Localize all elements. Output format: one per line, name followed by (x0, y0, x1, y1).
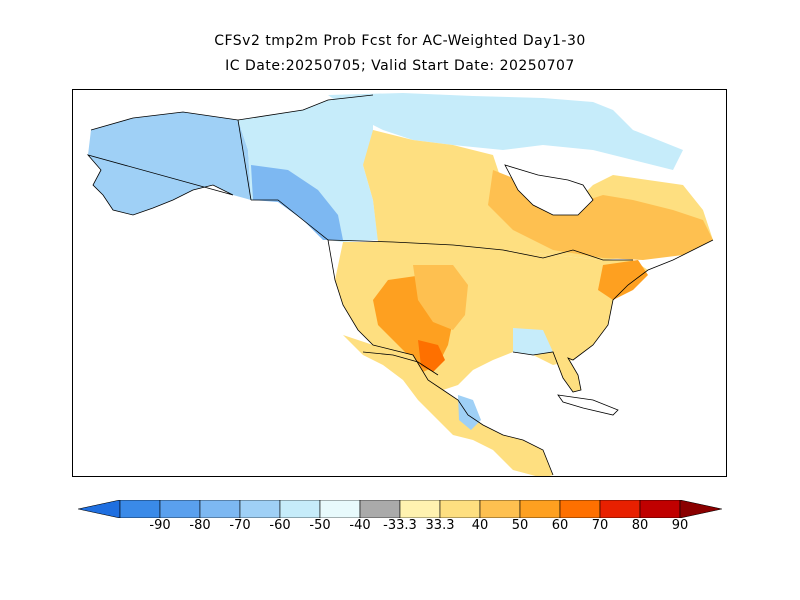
color-bar-high-arrow (679, 500, 722, 518)
mexico-region (343, 335, 553, 476)
map-title: CFSv2 tmp2m Prob Fcst for AC-Weighted Da… (214, 33, 586, 49)
map-subtitle: IC Date:20250705; Valid Start Date: 2025… (225, 58, 575, 74)
color-bar-segment (479, 500, 521, 518)
great-plains-warm (413, 265, 468, 330)
texas-hot (418, 340, 445, 372)
color-bar-segment (599, 500, 641, 518)
color-bar-label: 33.3 (425, 518, 455, 533)
color-bar-segment (359, 500, 401, 518)
color-bar-segment (279, 500, 321, 518)
cuba-outline (557, 394, 619, 416)
color-bar-segment (439, 500, 481, 518)
color-bar-label: -80 (189, 518, 211, 533)
color-bar-label: 80 (631, 518, 649, 533)
forecast-map (72, 89, 727, 477)
color-bar-segment (239, 500, 281, 518)
color-bar-segment (519, 500, 561, 518)
color-bar-label: -50 (309, 518, 331, 533)
color-bar-labels: -90 -80 -70 -60 -50 -40 -33.3 33.3 40 50 60 70 80 90 (0, 518, 800, 538)
mexico-cold-spot (458, 395, 481, 430)
north-america-map (86, 93, 714, 476)
color-bar-label: -33.3 (383, 518, 417, 533)
western-canada-region (238, 95, 378, 242)
alaska-region (88, 112, 251, 215)
color-bar-label: -90 (149, 518, 171, 533)
color-bar-segment (199, 500, 241, 518)
florida (553, 355, 581, 392)
color-bar-segment (119, 500, 161, 518)
southeast-light (513, 328, 553, 355)
color-bar-label: 50 (511, 518, 529, 533)
hudson-bay (505, 165, 593, 215)
bc-cold-region (251, 165, 343, 240)
color-bar-segment (319, 500, 361, 518)
color-bar-label: -70 (229, 518, 251, 533)
color-bar-segment (399, 500, 441, 518)
color-bar-label: -40 (349, 518, 371, 533)
northeast-hot (598, 260, 648, 300)
color-bar-segment (639, 500, 681, 518)
alaska-border (237, 119, 252, 201)
color-bar-segment (559, 500, 601, 518)
color-bar-label: 70 (591, 518, 609, 533)
hudson-bay-outline (504, 164, 594, 216)
color-bar-label: -60 (269, 518, 291, 533)
us-canada-border (327, 239, 633, 261)
arctic-islands (328, 93, 683, 170)
us-mexico-border (362, 351, 439, 376)
cuba (558, 395, 618, 415)
color-bar-label: 40 (471, 518, 489, 533)
color-bar-low-arrow (78, 500, 121, 518)
color-bar (78, 500, 722, 518)
color-bar-label: 90 (671, 518, 689, 533)
color-bar-label: 60 (551, 518, 569, 533)
color-bar-segment (159, 500, 201, 518)
